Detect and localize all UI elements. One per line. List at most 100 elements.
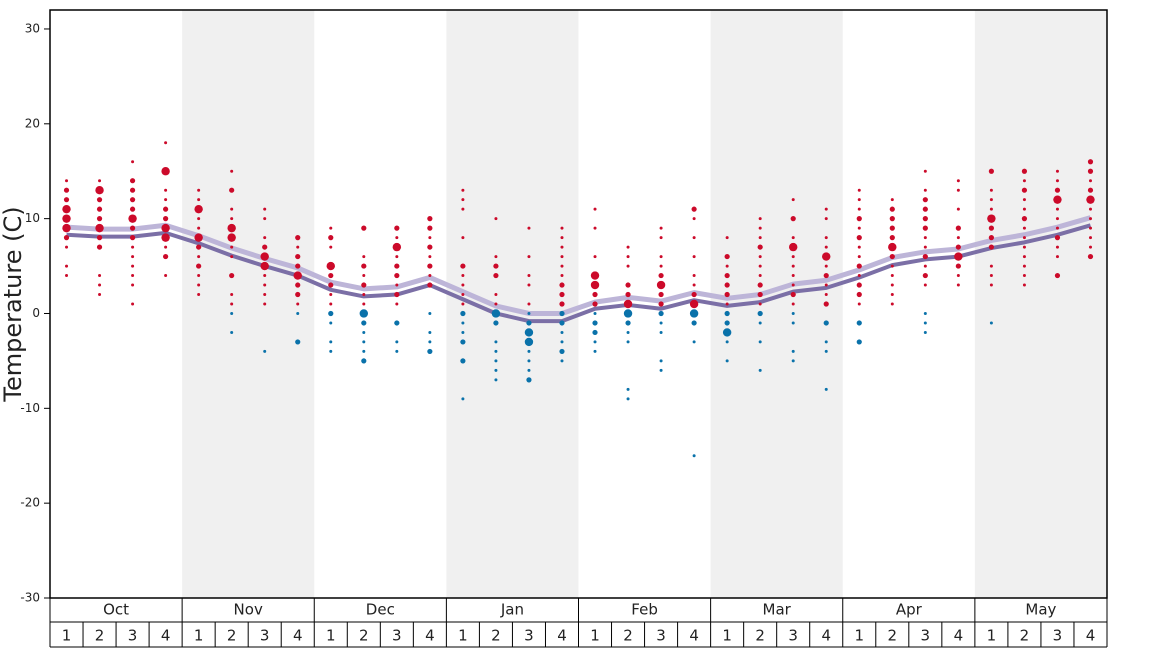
temperature-dot [394,320,400,326]
trend-line [66,223,1092,324]
temperature-dot [394,291,400,298]
temperature-dot [923,245,927,249]
temperature-dot [559,291,565,298]
temperature-dot [791,264,795,268]
temperature-dot [922,206,928,212]
temperature-dot [1055,179,1059,183]
temperature-dot [295,263,301,269]
temperature-dot [923,169,927,173]
temperature-dot [1055,255,1059,259]
temperature-dot [395,302,399,306]
week-label: 4 [293,627,303,645]
temperature-dot [725,264,729,268]
temperature-dot [230,255,234,259]
temperature-dot [1022,236,1026,240]
temperature-dot [1022,179,1026,183]
temperature-dot [1022,207,1026,211]
temperature-dot [131,274,135,278]
temperature-dot [856,320,862,326]
temperature-dot [194,204,203,214]
temperature-dot [824,207,828,211]
temperature-dot [329,349,333,353]
month-label: Oct [103,601,129,619]
temperature-dot [560,226,564,230]
temperature-dot [62,214,71,223]
temperature-dot [989,264,993,268]
temperature-dot [889,253,895,260]
temperature-dot [857,245,861,249]
temperature-dot [527,255,531,259]
temperature-dot [1021,168,1028,174]
temperature-dot [164,141,168,145]
week-label: 4 [954,627,964,645]
temperature-dot [295,282,301,288]
temperature-dot [263,283,267,287]
temperature-dot [161,167,170,176]
week-label: 2 [755,627,765,645]
temperature-dot [791,255,795,259]
temperature-dot [988,225,994,231]
temperature-dot [590,280,600,290]
temperature-dot [527,283,531,287]
temperature-dot [329,226,333,230]
temperature-dot [96,197,103,203]
week-label: 2 [623,627,633,645]
week-label: 2 [227,627,237,645]
temperature-dot [98,274,102,278]
temperature-dot [758,264,762,268]
temperature-dot [295,235,301,241]
week-label: 4 [1086,627,1096,645]
temperature-dot [263,293,267,297]
temperature-dot [63,197,70,203]
temperature-dot [197,293,201,297]
temperature-dot [956,188,960,192]
temperature-dot [790,291,796,298]
temperature-dot [691,291,697,298]
temperature-dot [856,216,862,222]
temperature-dot [164,274,168,278]
temperature-dot [359,309,368,318]
temperature-dot [527,359,531,363]
temperature-dot [427,263,433,269]
temperature-dot [889,225,895,231]
temperature-dot [593,226,597,230]
temperature-dot [96,244,103,250]
temperature-dot [1055,169,1059,173]
temperature-dot [229,187,235,193]
temperature-dot [559,310,565,317]
temperature-dot [362,293,366,297]
temperature-dot [592,320,598,326]
temperature-dot [857,198,861,202]
temperature-dot [263,217,267,221]
temperature-dot [923,236,927,240]
temperature-dot [560,245,564,249]
week-label: 3 [392,627,402,645]
temperature-dot [527,302,531,306]
temperature-dot [65,245,69,249]
temperature-dot [461,283,465,287]
temperature-dot [625,320,631,326]
temperature-dot [1022,264,1026,268]
temperature-dot [824,245,828,249]
temperature-dot [724,253,730,260]
temperature-dot [194,233,203,242]
temperature-dot [922,272,928,279]
temperature-dot [395,349,399,353]
temperature-dot [889,216,895,222]
temperature-dot [757,310,763,317]
temperature-dot [96,235,103,241]
temperature-dot [757,282,763,288]
temperature-dot [758,302,762,306]
temperature-dot [692,340,696,344]
temperature-dot [1055,226,1059,230]
temperature-dot [691,206,697,212]
temperature-dot [791,311,795,315]
temperature-dot [98,283,102,287]
temperature-dot [692,283,696,287]
temperature-dot [527,226,531,230]
temperature-dot [295,291,301,298]
y-tick-label: 0 [32,306,40,320]
temperature-dot [230,330,234,334]
temperature-dot [1054,235,1061,241]
